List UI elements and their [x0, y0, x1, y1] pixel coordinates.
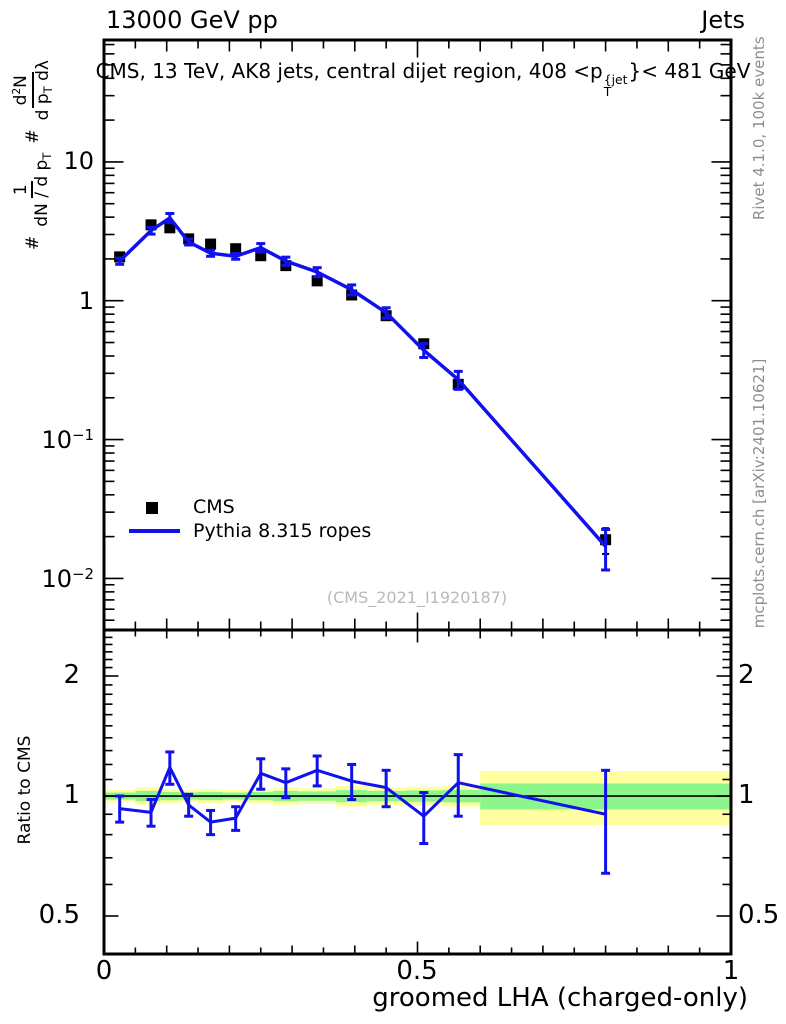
pt-jet-supsub: {jet T [603, 72, 628, 99]
process-label: Jets [701, 6, 745, 34]
ratio-tick-left-2: 2 [63, 660, 80, 690]
ratio-tick-left-1: 1 [63, 780, 80, 810]
x-tick-label-1: 1 [722, 956, 740, 986]
side-note-source: mcplots.cern.ch [arXiv:2401.10621] [749, 358, 768, 629]
plot-title-text: CMS, 13 TeV, AK8 jets, central dijet reg… [95, 59, 603, 83]
hash-symbol: # [22, 129, 43, 144]
y-axis-fraction-2: d2N d pT dλ [10, 60, 55, 121]
side-note-generator: Rivet 4.1.0, 100k events [749, 36, 768, 221]
legend-marker-pythia-line [129, 529, 180, 533]
beam-energy-label: 13000 GeV pp [106, 6, 278, 34]
plot-title: CMS, 13 TeV, AK8 jets, central dijet reg… [95, 59, 751, 99]
x-tick-label-0: 0 [95, 956, 113, 986]
ratio-tick-right-0p5: 0.5 [738, 900, 780, 930]
legend-marker-cms-square [146, 502, 158, 514]
ratio-tick-left-0p5: 0.5 [38, 900, 80, 930]
hash-symbol: # [22, 235, 43, 250]
ratio-tick-right-1: 1 [738, 780, 755, 810]
y-tick-label-10: 10 [63, 147, 94, 176]
y-tick-label-1: 1 [78, 287, 94, 316]
y-tick-label-0p01: 10−2 [41, 565, 94, 594]
legend-label-pythia: Pythia 8.315 ropes [193, 520, 372, 542]
x-tick-label-0p5: 0.5 [396, 956, 438, 986]
y-tick-label-0p1: 10−1 [41, 426, 94, 455]
ratio-tick-right-2: 2 [738, 660, 755, 690]
analysis-watermark: (CMS_2021_I1920187) [326, 588, 508, 607]
legend-label-cms: CMS [193, 496, 235, 518]
x-axis-title: groomed LHA (charged-only) [372, 983, 748, 1013]
